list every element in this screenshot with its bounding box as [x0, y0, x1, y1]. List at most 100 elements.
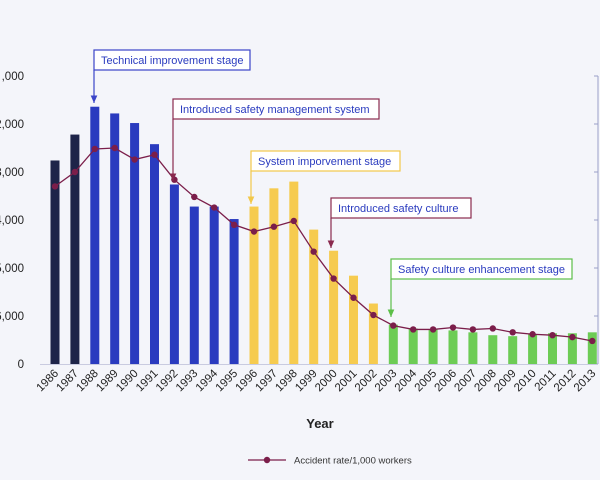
- annotation-text: System imporvement stage: [258, 156, 391, 168]
- accident-rate-point-1996: [250, 228, 258, 235]
- accident-rate-point-1999: [310, 248, 317, 255]
- bar-2008: [488, 335, 498, 364]
- annotation: System imporvement stage: [247, 150, 401, 204]
- legend: Accident rate/1,000 workers: [248, 456, 412, 467]
- x-tick-label: 2005: [413, 368, 440, 395]
- x-tick-label: 1999: [293, 368, 320, 395]
- accident-rate-point-1991: [151, 151, 158, 158]
- x-tick-label: 2012: [552, 368, 579, 395]
- y-tick-label: 6,000: [0, 311, 24, 323]
- bar-1996: [249, 206, 259, 364]
- accident-rate-point-1997: [270, 223, 278, 230]
- accident-rate-line: [54, 147, 593, 342]
- annotation-box: [172, 98, 380, 120]
- annotation: Technical improvement stage: [90, 49, 251, 103]
- accident-rate-point-2010: [529, 331, 536, 338]
- accident-rate-point-2007: [469, 326, 477, 333]
- bar-1999: [309, 229, 319, 364]
- annotation-box: [390, 258, 573, 280]
- bar-2003: [388, 324, 398, 364]
- accident-rate-point-2004: [410, 326, 417, 333]
- x-tick-label: 2002: [353, 368, 380, 395]
- bar-1993: [189, 206, 199, 364]
- x-tick-label: 2007: [452, 368, 479, 395]
- y-tick-label: 2,000: [0, 119, 24, 131]
- bar-2009: [508, 336, 518, 364]
- bar-2007: [468, 332, 478, 364]
- bar-1995: [229, 219, 239, 364]
- bar-2005: [428, 329, 438, 364]
- annotation-box: [93, 49, 251, 71]
- bar-2011: [548, 333, 557, 364]
- bar-2004: [408, 328, 418, 364]
- accident-rate-point-1989: [111, 144, 118, 152]
- accident-rate-point-2009: [509, 329, 516, 336]
- accident-rate-point-2012: [569, 333, 576, 341]
- x-tick-label: 2000: [313, 368, 340, 395]
- annotation-box: [330, 197, 472, 219]
- x-tick-label: 1987: [54, 368, 81, 395]
- bar-1989: [110, 113, 120, 364]
- x-tick-label: 1993: [174, 368, 201, 395]
- bar-1998: [289, 181, 299, 364]
- bar-2002: [368, 303, 378, 364]
- accident-rate-point-1993: [191, 193, 198, 201]
- x-tick-label: 1986: [35, 368, 62, 395]
- bar-1997: [269, 188, 279, 364]
- accident-rate-point-2001: [350, 294, 357, 301]
- bar-1990: [130, 123, 140, 364]
- x-tick-label: 1997: [253, 368, 280, 395]
- x-tick-label: 2003: [373, 368, 400, 395]
- x-tick-label: 1988: [74, 368, 101, 395]
- bar-1994: [209, 206, 219, 364]
- accident-rate-point-2002: [370, 311, 377, 319]
- annotation: Safety culture enhancement stage: [387, 258, 573, 317]
- bar-1986: [50, 160, 60, 364]
- legend-marker: [263, 456, 271, 464]
- y-tick-label: ,000: [2, 71, 24, 83]
- annotation: Introduced safety management system: [169, 98, 380, 181]
- bar-2012: [567, 333, 577, 364]
- accident-rate-point-1994: [211, 204, 218, 211]
- bar-1992: [169, 184, 179, 364]
- annotation-text: Safety culture enhancement stage: [398, 264, 565, 276]
- accident-rate-point-1986: [51, 183, 59, 190]
- y-tick-label: 0: [18, 359, 24, 371]
- bar-2010: [528, 334, 538, 364]
- accident-rate-point-2008: [489, 325, 496, 332]
- x-tick-label: 2006: [433, 368, 460, 395]
- x-tick-label: 1990: [114, 368, 141, 395]
- x-tick-label: 2001: [333, 368, 360, 395]
- x-tick-label: 1992: [154, 368, 181, 395]
- y-tick-label: 5,000: [0, 263, 24, 275]
- bar-2001: [349, 275, 358, 364]
- accident-rate-point-2006: [449, 324, 457, 331]
- x-tick-label: 1991: [134, 368, 161, 395]
- accident-rate-point-2013: [589, 337, 596, 345]
- annotation-text: Introduced safety culture: [338, 203, 458, 215]
- x-tick-label: 2008: [472, 368, 499, 395]
- bar-1988: [90, 106, 100, 364]
- annotation: Introduced safety culture: [327, 197, 472, 248]
- accident-rate-point-2003: [390, 322, 397, 329]
- accident-rate-point-1990: [131, 156, 138, 163]
- accident-rate-point-1998: [290, 217, 297, 225]
- accident-rate-point-2000: [330, 275, 337, 282]
- bar-2006: [448, 330, 458, 364]
- annotation-box: [250, 150, 401, 172]
- bar-1987: [70, 134, 80, 364]
- accident-rate-point-2005: [429, 326, 437, 333]
- annotation-text: Technical improvement stage: [101, 55, 243, 67]
- x-tick-label: 1995: [214, 368, 241, 395]
- bar-2000: [329, 250, 339, 364]
- accident-rate-point-1988: [91, 145, 99, 153]
- x-tick-label: 2010: [512, 368, 539, 395]
- accident-rate-point-1987: [71, 168, 79, 176]
- x-tick-label: 1998: [273, 368, 300, 395]
- y-tick-label: 3,000: [0, 167, 24, 179]
- accident-rate-point-1995: [230, 221, 238, 228]
- x-tick-label: 1996: [234, 368, 261, 395]
- legend-label: Accident rate/1,000 workers: [294, 456, 412, 467]
- annotation-text: Introduced safety management system: [180, 104, 370, 116]
